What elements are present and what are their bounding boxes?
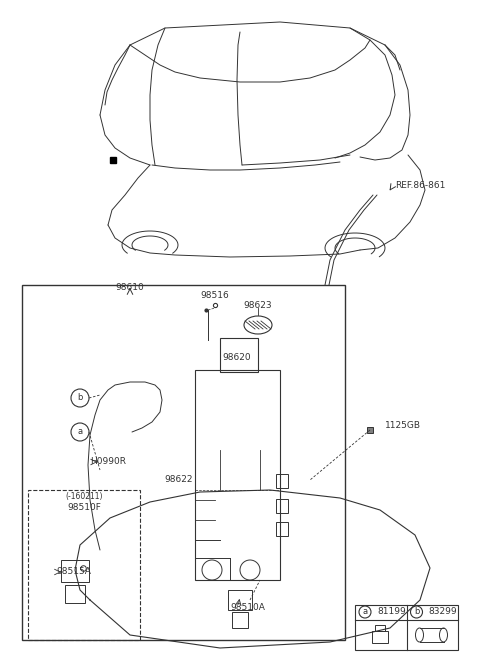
Text: 98620: 98620 (223, 353, 252, 362)
Text: 98622: 98622 (165, 476, 193, 484)
Text: 98510A: 98510A (230, 604, 265, 612)
Bar (355, 605, 458, 650)
Text: a: a (362, 608, 368, 617)
Text: b: b (414, 608, 419, 617)
Bar (195, 370, 280, 580)
Text: 98515A: 98515A (56, 567, 91, 577)
Text: 1125GB: 1125GB (385, 420, 421, 430)
Text: a: a (77, 428, 83, 436)
Bar (276, 522, 288, 536)
Text: REF.86-861: REF.86-861 (395, 181, 445, 190)
Bar (276, 474, 288, 488)
Bar (232, 612, 248, 628)
Bar (375, 625, 385, 631)
Bar (372, 631, 388, 643)
Text: 83299: 83299 (429, 608, 457, 617)
Bar (61, 560, 89, 582)
Bar (28, 490, 140, 640)
Text: 98510F: 98510F (67, 503, 101, 513)
Bar (65, 585, 85, 603)
Text: 98623: 98623 (244, 301, 272, 310)
Bar (220, 338, 258, 372)
Bar (276, 499, 288, 513)
Text: 98516: 98516 (201, 291, 229, 299)
Text: b: b (77, 393, 83, 403)
Text: H0990R: H0990R (90, 457, 126, 467)
Text: 81199: 81199 (377, 608, 406, 617)
Text: (-160211): (-160211) (65, 492, 103, 500)
Text: 98610: 98610 (116, 283, 144, 293)
Bar (228, 590, 252, 610)
